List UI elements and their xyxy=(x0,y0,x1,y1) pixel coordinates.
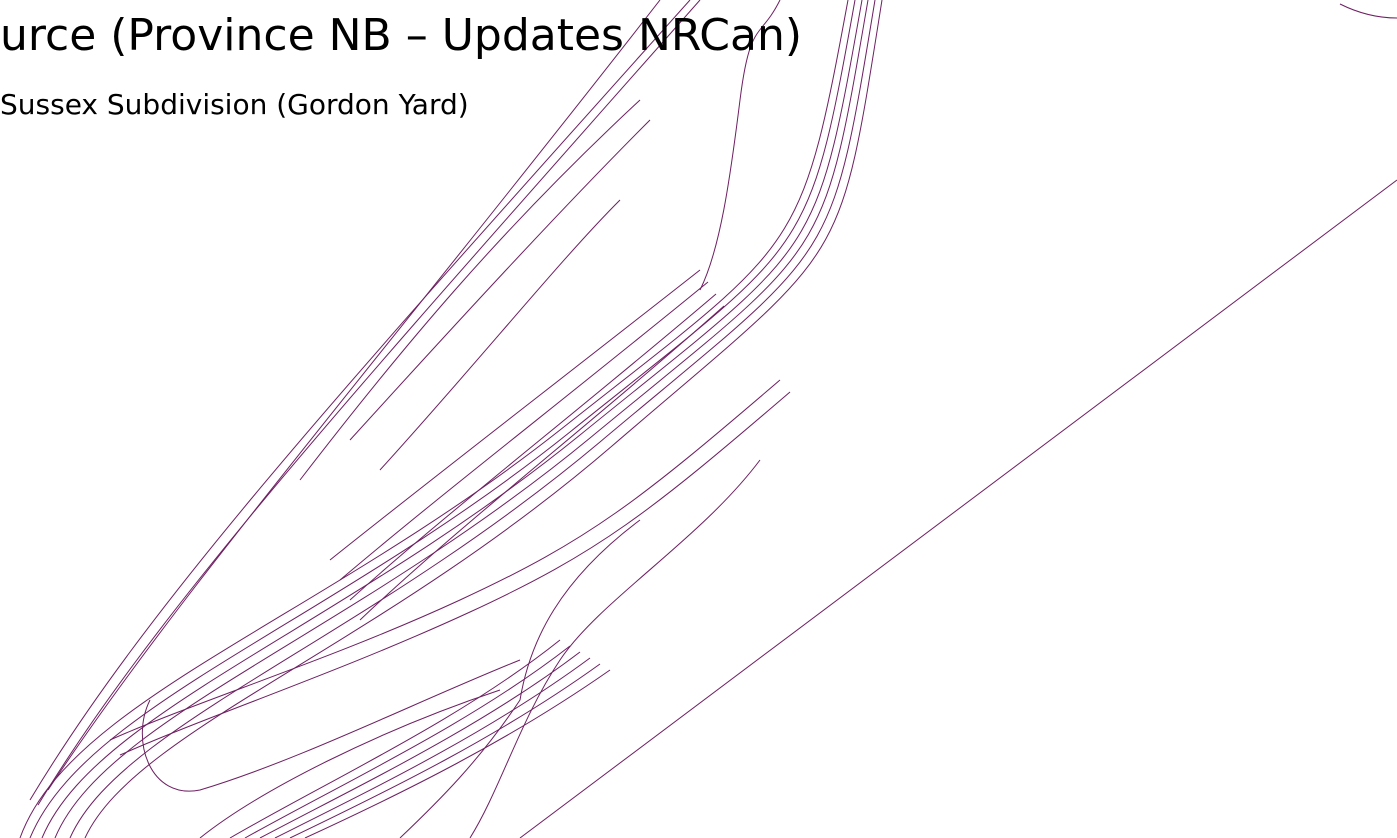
rail-lines xyxy=(20,0,1397,838)
page: urce (Province NB – Updates NRCan) Susse… xyxy=(0,0,1397,838)
map-title: urce (Province NB – Updates NRCan) xyxy=(0,10,802,61)
rail-map xyxy=(0,0,1397,838)
map-subtitle: Sussex Subdivision (Gordon Yard) xyxy=(0,88,469,121)
